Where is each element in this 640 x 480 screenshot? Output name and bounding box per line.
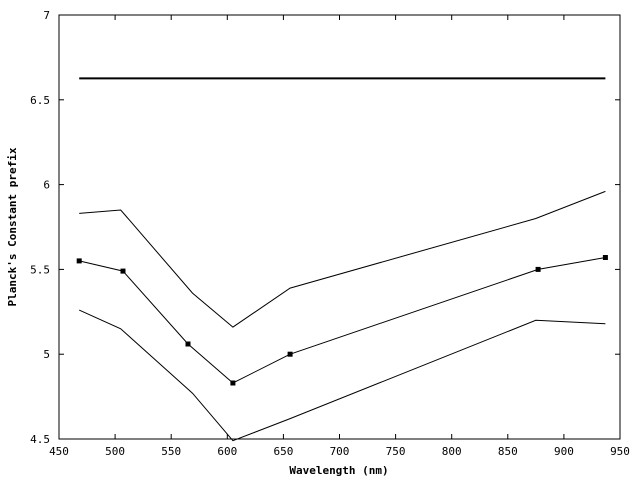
lower-bound-line bbox=[78, 309, 606, 442]
x-tick-label: 850 bbox=[498, 445, 518, 458]
x-tick-label: 800 bbox=[442, 445, 462, 458]
x-tick-label: 650 bbox=[273, 445, 293, 458]
x-axis-label: Wavelength (nm) bbox=[289, 464, 388, 477]
y-tick-label: 5 bbox=[43, 348, 50, 361]
y-tick-label: 7 bbox=[43, 9, 50, 22]
y-axis-label: Planck's Constant prefix bbox=[6, 147, 19, 306]
x-tick-label: 550 bbox=[161, 445, 181, 458]
upper-bound-line bbox=[79, 190, 606, 328]
ticks: 450 500 550 600 650 700 750 800 850 900 950 4.5 5 5.5… bbox=[30, 9, 630, 458]
x-tick-label: 600 bbox=[217, 445, 237, 458]
x-tick-label: 900 bbox=[554, 445, 574, 458]
data-point bbox=[230, 380, 236, 386]
x-tick-label: 500 bbox=[105, 445, 125, 458]
x-tick-label: 950 bbox=[610, 445, 630, 458]
y-tick-label: 4.5 bbox=[30, 433, 50, 446]
measured-line bbox=[79, 257, 606, 384]
x-tick-label: 450 bbox=[49, 445, 69, 458]
x-tick-label: 700 bbox=[330, 445, 350, 458]
data-point bbox=[602, 255, 608, 260]
y-tick-label: 6 bbox=[43, 179, 50, 192]
data-point bbox=[287, 351, 293, 357]
data-point bbox=[120, 268, 126, 274]
x-tick-label: 750 bbox=[386, 445, 406, 458]
y-tick-label: 5.5 bbox=[30, 263, 50, 276]
data-point bbox=[185, 341, 191, 347]
series-layer bbox=[76, 77, 608, 442]
data-point bbox=[76, 258, 82, 264]
y-tick-label: 6.5 bbox=[30, 94, 50, 107]
data-point bbox=[535, 266, 541, 272]
